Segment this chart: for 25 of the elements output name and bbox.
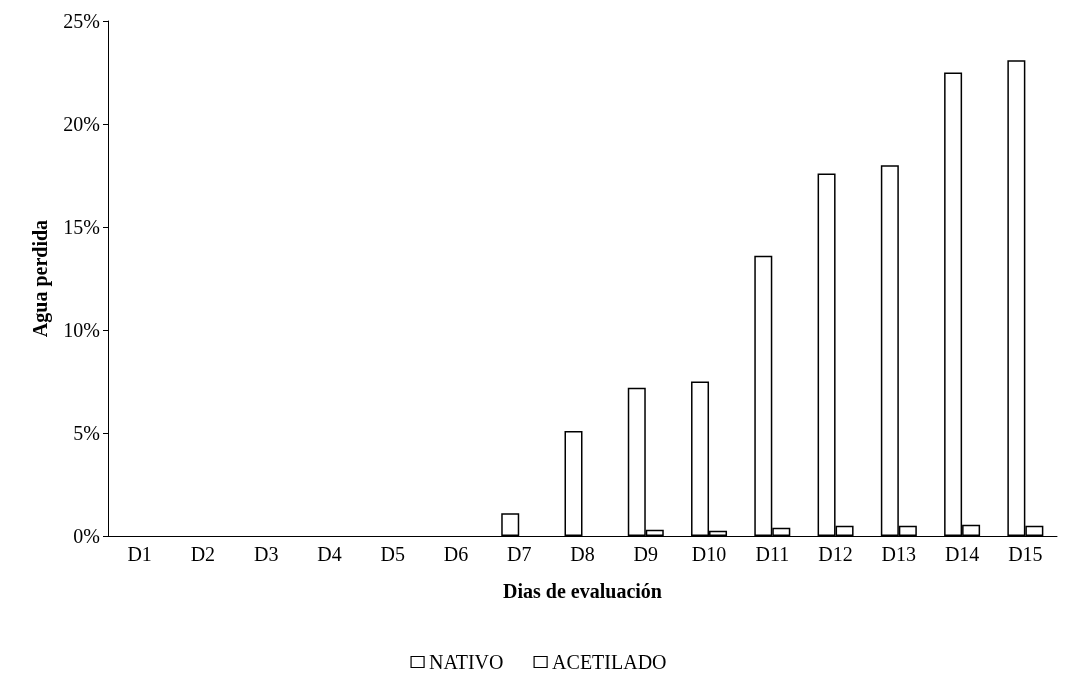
x-tick-label: D8: [570, 543, 595, 565]
y-tick-label: 15%: [63, 216, 100, 238]
x-tick-label: D6: [443, 543, 469, 565]
x-tick-label: D12: [818, 543, 853, 565]
x-tick-label: D9: [633, 543, 658, 565]
y-tick-label: 25%: [63, 10, 100, 32]
x-tick-label: D5: [380, 543, 405, 565]
x-tick-label: D10: [691, 543, 727, 565]
x-tick-label: D3: [253, 543, 279, 565]
x-tick-label: D4: [317, 543, 342, 565]
x-tick-label: D2: [190, 543, 216, 565]
x-tick-label: D11: [755, 543, 790, 565]
y-axis-title: Agua perdida: [29, 219, 52, 338]
x-tick-label: D7: [507, 543, 532, 565]
legend-label: ACETILADO: [552, 651, 667, 673]
x-axis-title: Dias de evaluación: [503, 580, 662, 602]
y-tick-label: 20%: [63, 113, 100, 135]
y-tick-label: 0%: [73, 525, 100, 547]
x-tick-label: D13: [881, 543, 917, 565]
x-tick-label: D14: [944, 543, 980, 565]
y-tick-label: 10%: [63, 319, 100, 341]
y-tick-label: 5%: [73, 422, 100, 444]
x-tick-label: D1: [127, 543, 152, 565]
x-tick-label: D15: [1008, 543, 1043, 565]
legend-label: NATIVO: [429, 651, 504, 673]
